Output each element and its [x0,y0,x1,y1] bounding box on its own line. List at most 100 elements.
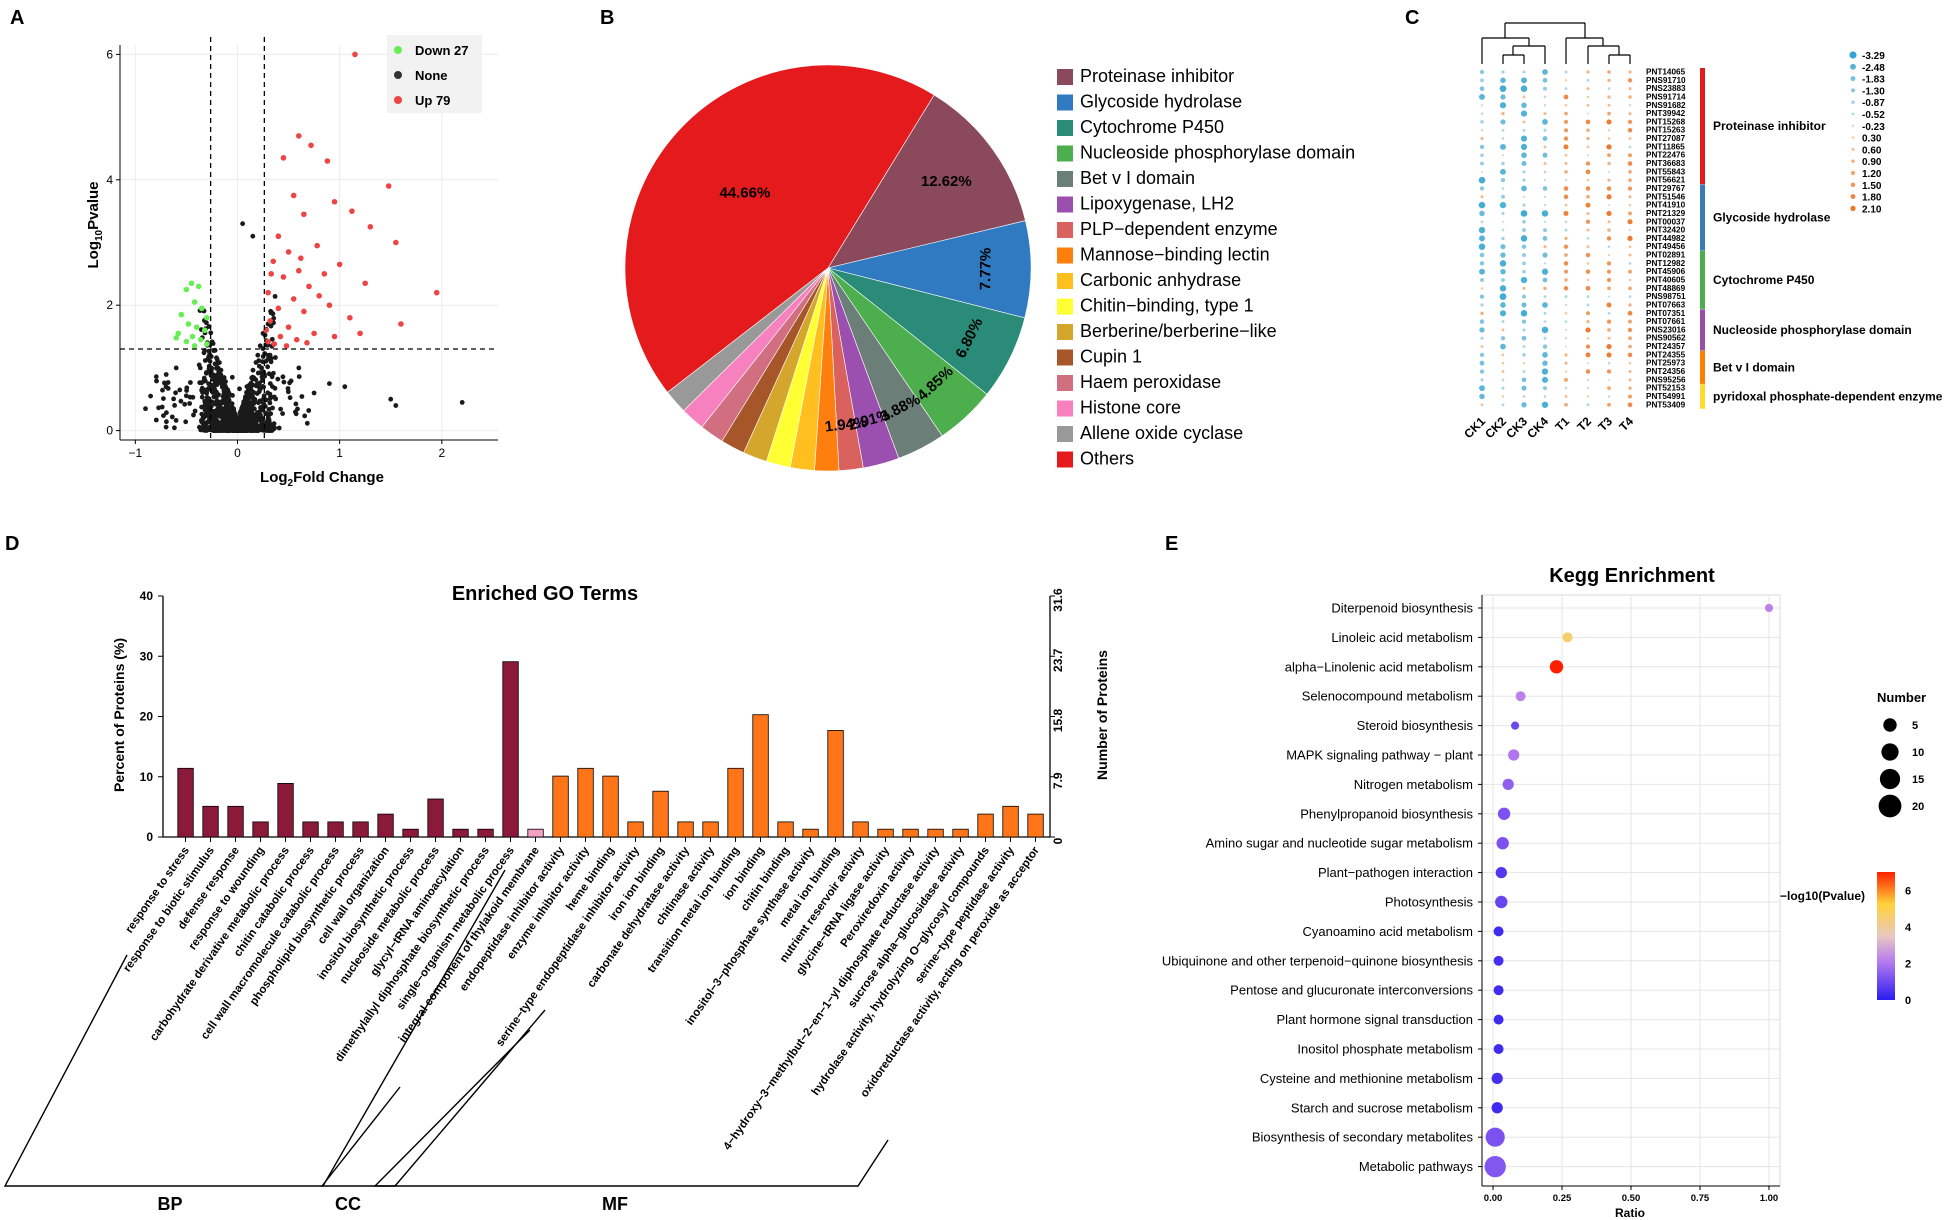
heatmap-row-label-30: PNT07661 [1646,317,1686,326]
heatmap-cell-29-7 [1627,310,1633,316]
pie-legend-label-2: Cytochrome P450 [1080,117,1224,137]
heatmap-legend-marker-8 [1851,147,1855,151]
heatmap-cell-13-4 [1564,178,1568,182]
go-bar-chart: Enriched GO Terms 0 0 10 7.9 20 15.8 30 23.7 40 3… [3,583,1110,1214]
heatmap-cell-12-1 [1500,168,1506,175]
heatmap-legend-label-11: 1.50 [1862,181,1882,192]
heatmap-legend-label-13: 2.10 [1862,204,1882,215]
volcano-point-up-3 [280,155,287,161]
heatmap-cell-14-0 [1479,186,1485,191]
heatmap-cell-19-1 [1501,228,1505,232]
heatmap-cell-26-5 [1585,285,1591,291]
heatmap-cell-30-5 [1586,320,1590,324]
heatmap-cell-24-4 [1563,269,1569,274]
heatmap-cell-22-3 [1542,252,1548,258]
kegg-point-6 [1502,778,1514,791]
volcano-point-none-1114 [270,405,275,411]
go-bar-21 [702,821,719,838]
volcano-point-up-23 [265,289,271,296]
heatmap-row-labels: PNT14065PNS91710PNS23883PNS91714PNS91682… [1646,68,1686,410]
volcano-point-none-1050 [272,294,278,299]
go-bar-20 [677,821,694,838]
heatmap-cell-39-6 [1607,395,1611,398]
volcano-point-none-1235 [177,387,183,393]
heatmap-cell-15-3 [1543,195,1547,198]
volcano-point-none-1118 [218,367,224,373]
volcano-point-none-1278 [261,396,266,402]
heatmap-cell-6-1 [1500,119,1506,125]
heatmap-cell-24-0 [1479,268,1485,275]
heatmap-row-label-10: PNT22476 [1646,151,1686,160]
volcano-point-none-1258 [228,419,234,424]
heatmap-cell-21-4 [1563,244,1569,249]
heatmap-cell-7-4 [1563,128,1569,133]
volcano-point-none-1195 [257,343,263,349]
volcano-point-none-1303 [240,221,246,227]
volcano-point-up-18 [321,271,328,277]
heatmap-cell-5-3 [1543,112,1547,116]
heatmap-cell-12-0 [1480,170,1484,173]
volcano-point-none-1191 [229,410,235,415]
volcano-point-up-27 [275,305,282,312]
go-bar-9 [402,828,419,838]
heatmap-cell-29-1 [1499,310,1507,317]
heatmap-cell-27-3 [1543,295,1547,299]
pie-slice-label-6: 1.94% [824,414,868,436]
pie-legend-swatch-13 [1057,400,1073,417]
heatmap-cell-27-6 [1607,295,1611,298]
go-y-label: Percent of Proteins (%) [111,638,127,792]
heatmap-legend-label-10: 1.20 [1862,169,1882,180]
heatmap-cell-38-1 [1501,386,1505,390]
volcano-point-none-1286 [173,418,179,423]
volcano-point-none-903 [256,363,262,369]
pie-legend-label-0: Proteinase inhibitor [1080,66,1234,86]
heatmap-column-label-4: T1 [1552,414,1572,434]
kegg-x-tick-label-1: 0.25 [1553,1193,1572,1204]
heatmap-legend-label-4: -0.87 [1862,98,1885,109]
volcano-point-none-1236 [197,424,202,430]
heatmap-cell-5-2 [1520,110,1528,117]
go-bar-12 [477,828,494,838]
heatmap-cell-16-1 [1499,201,1507,209]
volcano-point-none-1233 [153,374,159,380]
volcano-point-up-40 [357,330,363,337]
volcano-point-none-1058 [216,392,222,398]
heatmap-cell-13-3 [1543,178,1547,182]
pie-legend-label-7: Mannose−binding lectin [1080,245,1270,265]
volcano-point-none-1253 [280,374,286,380]
heatmap-cell-3-2 [1522,95,1526,99]
volcano-point-none-1028 [204,320,209,326]
heatmap-cell-22-0 [1479,252,1485,258]
volcano-point-none-1169 [246,415,251,421]
heatmap-cell-34-7 [1627,352,1633,358]
volcano-point-down-6 [204,314,210,321]
heatmap-cell-22-1 [1500,252,1506,258]
heatmap-cell-2-4 [1564,87,1568,91]
volcano-point-none-1268 [224,415,230,421]
volcano-point-none-1035 [250,411,256,417]
heatmap-cell-8-0 [1480,137,1484,141]
go-y-tick-label-3: 30 [140,649,154,663]
heatmap-cell-35-4 [1564,361,1568,365]
volcano-point-none-1297 [163,384,169,390]
heatmap-row-label-13: PNT56621 [1646,176,1686,185]
heatmap-cells [1478,69,1633,408]
heatmap-row-label-22: PNT02891 [1646,251,1686,260]
volcano-point-none-1213 [188,380,193,385]
volcano-point-none-284 [266,371,272,377]
pie-legend-swatch-10 [1057,324,1073,340]
go-bar-25 [802,828,819,838]
panel-label-b: B [600,7,614,29]
heatmap-cell-36-4 [1564,370,1568,373]
kegg-point-18 [1485,1127,1505,1147]
volcano-point-none-1153 [202,402,208,408]
heatmap-cell-40-5 [1586,403,1590,407]
kegg-point-0 [1764,603,1774,613]
heatmap-cell-34-6 [1606,352,1612,358]
heatmap-cell-0-1 [1501,70,1505,74]
heatmap-cell-27-1 [1499,293,1507,301]
kegg-size-legend: Number 5 10 15 20 [1877,690,1926,818]
heatmap-cell-29-4 [1564,312,1568,315]
volcano-point-none-1252 [271,394,277,400]
volcano-point-none-1276 [280,411,285,416]
